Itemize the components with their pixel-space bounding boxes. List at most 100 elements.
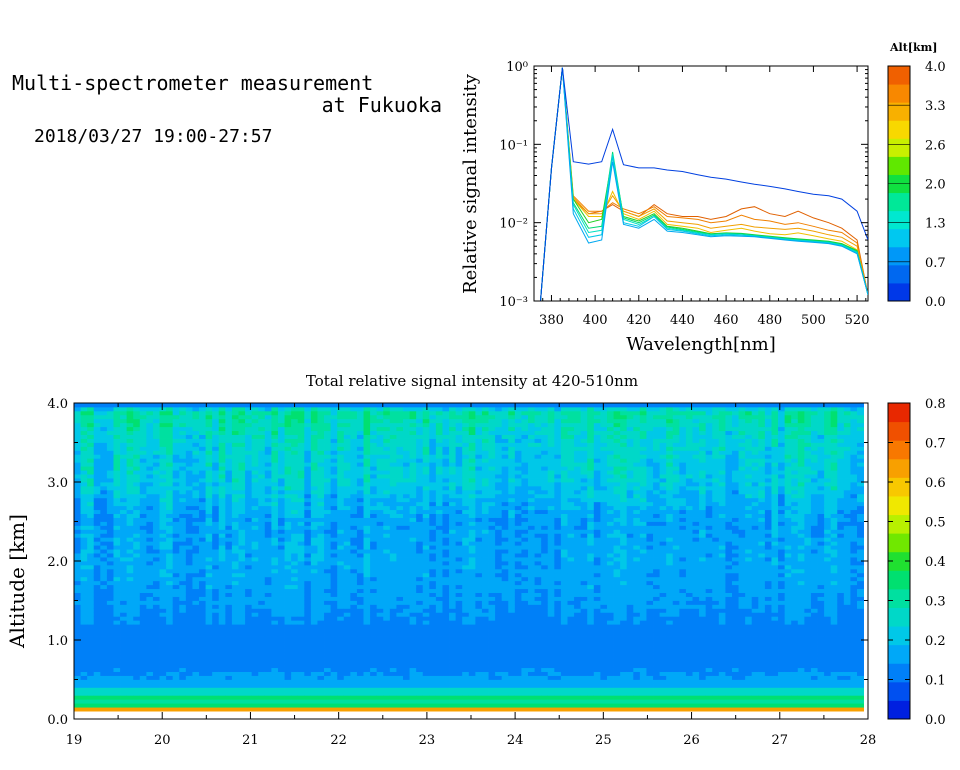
heatmap-cell [185, 616, 193, 621]
heatmap-cell [172, 537, 180, 542]
heatmap-cell [139, 679, 147, 684]
heatmap-cell [192, 647, 200, 653]
heatmap-cell [449, 592, 457, 597]
heatmap-cell [310, 608, 318, 613]
heatmap-cell [455, 572, 463, 578]
heatmap-cell [350, 474, 358, 479]
heatmap-cell [133, 438, 141, 443]
heatmap-cell [146, 600, 154, 605]
heatmap-cell [185, 426, 193, 432]
heatmap-cell [159, 675, 167, 680]
heatmap-cell [337, 636, 345, 641]
heatmap-cell [350, 458, 358, 463]
heatmap-cell [271, 576, 279, 582]
heatmap-cell [429, 485, 437, 491]
heatmap-cell [225, 616, 233, 621]
heatmap-cell [93, 675, 101, 680]
heatmap-cell [409, 482, 417, 487]
heatmap-cell [284, 600, 292, 605]
heatmap-cell [185, 442, 193, 447]
heatmap-cell [126, 592, 134, 597]
heatmap-cell [455, 592, 463, 597]
heatmap-cell [87, 521, 95, 526]
heatmap-cell [370, 636, 378, 641]
heatmap-cell [449, 604, 457, 609]
heatmap-cell [462, 707, 470, 712]
heatmap-cell [409, 434, 417, 439]
heatmap-cell [238, 458, 246, 463]
heatmap-cell [363, 505, 371, 511]
heatmap-cell [449, 679, 457, 684]
heatmap-cell [179, 663, 187, 669]
heatmap-cell [429, 572, 437, 578]
heatmap-cell [324, 403, 332, 408]
heatmap-cell [93, 493, 101, 499]
heatmap-cell [100, 521, 108, 526]
heatmap-cell [284, 406, 292, 412]
heatmap-cell [146, 485, 154, 491]
heatmap-cell [284, 418, 292, 424]
heatmap-cell [343, 651, 351, 657]
heatmap-cell [258, 426, 266, 432]
heatmap-cell [468, 485, 476, 491]
heatmap-cell [152, 671, 160, 676]
heatmap-cell [74, 497, 81, 503]
heatmap-cell [416, 521, 424, 526]
heatmap-cell [376, 640, 384, 645]
heatmap-cell [422, 493, 430, 499]
heatmap-cell [126, 616, 134, 621]
heatmap-cell [205, 438, 213, 443]
heatmap-cell [284, 533, 292, 538]
heatmap-cell [350, 529, 358, 534]
heatmap-cell [264, 505, 272, 511]
heatmap-cell [120, 501, 128, 507]
heatmap-cell [80, 596, 88, 601]
heatmap-cell [337, 497, 345, 503]
heatmap-cell [264, 628, 272, 633]
heatmap-cell [120, 564, 128, 570]
heatmap-cell [337, 450, 345, 455]
heatmap-cell [409, 580, 417, 586]
heatmap-cell [152, 438, 160, 443]
heatmap-cell [356, 683, 364, 688]
heatmap-cell [284, 632, 292, 637]
heatmap-cell [396, 505, 404, 511]
heatmap-cell [356, 651, 364, 657]
heatmap-cell [284, 699, 292, 704]
heatmap-cell [251, 470, 259, 475]
heatmap-cell [330, 643, 338, 649]
heatmap-cell [363, 406, 371, 412]
heatmap-cell [317, 588, 325, 593]
heatmap-cell [245, 517, 253, 522]
heatmap-cell [258, 568, 266, 574]
heatmap-cell [251, 521, 259, 526]
heatmap-cell [475, 683, 483, 688]
heatmap-cell [449, 537, 457, 542]
heatmap-cell [337, 576, 345, 582]
heatmap-cell [376, 497, 384, 503]
heatmap-cell [291, 632, 299, 637]
heatmap-cell [80, 422, 88, 428]
heatmap-cell [462, 541, 470, 546]
spectrum-plot-frame [533, 65, 869, 302]
heatmap-cell [245, 572, 253, 578]
heatmap-cell [199, 683, 206, 688]
heatmap-cell [370, 691, 378, 696]
heatmap-cell [179, 679, 187, 684]
heatmap-cell [212, 406, 220, 412]
heatmap-cell [324, 671, 332, 676]
heatmap-cell [146, 438, 154, 443]
heatmap-cell [317, 691, 325, 696]
heatmap-cell [264, 497, 272, 503]
heatmap-cell [317, 482, 325, 487]
heatmap-cell [468, 675, 476, 680]
heatmap-cell [435, 651, 443, 657]
heatmap-cell [166, 446, 174, 451]
heatmap-cell [225, 549, 233, 554]
heatmap-cell [199, 422, 206, 428]
heatmap-cell [370, 489, 378, 495]
heatmap-cell [100, 655, 108, 661]
heatmap-cell [435, 600, 443, 605]
heatmap-cell [396, 557, 404, 562]
heatmap-cell [251, 537, 259, 542]
